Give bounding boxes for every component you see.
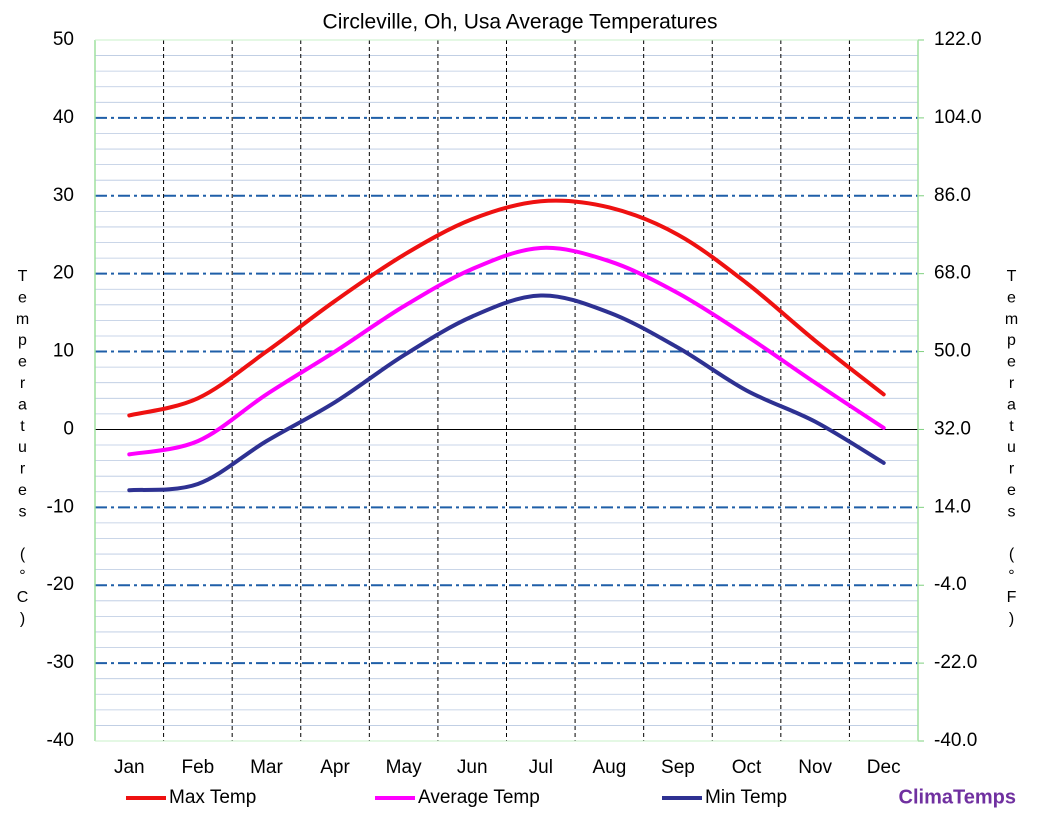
x-tick-label: Aug — [592, 757, 626, 778]
y2-tick-label: -40.0 — [934, 730, 977, 751]
legend-label: Max Temp — [169, 787, 256, 808]
y-tick-label: -10 — [47, 496, 74, 517]
y-tick-label: -40 — [47, 730, 74, 751]
y-tick-label: 50 — [53, 29, 74, 50]
x-tick-label: Mar — [250, 757, 283, 778]
y-tick-label: -30 — [47, 652, 74, 673]
y2-axis-label: Temperatures (°F) — [1003, 268, 1020, 632]
legend-label: Average Temp — [418, 787, 540, 808]
y-tick-label: 40 — [53, 107, 74, 128]
series-line — [127, 245, 886, 457]
y2-tick-label: 68.0 — [934, 263, 971, 284]
x-tick-label: Dec — [867, 757, 901, 778]
legend-label: Min Temp — [705, 787, 787, 808]
brand: ClimaTemps — [899, 786, 1016, 808]
x-tick-label: Apr — [320, 757, 350, 778]
y2-tick-label: 32.0 — [934, 418, 971, 439]
x-tick-label: Sep — [661, 757, 695, 778]
y2-tick-label: 50.0 — [934, 341, 971, 362]
y-tick-label: 0 — [63, 418, 74, 439]
x-tick-label: Nov — [798, 757, 832, 778]
y2-tick-label: -4.0 — [934, 574, 967, 595]
y-tick-label: 30 — [53, 185, 74, 206]
y-tick-label: -20 — [47, 574, 74, 595]
x-tick-label: Jan — [114, 757, 145, 778]
y2-tick-label: 104.0 — [934, 107, 982, 128]
y2-tick-label: 14.0 — [934, 496, 971, 517]
x-tick-label: May — [386, 757, 422, 778]
series-line — [127, 198, 886, 418]
y-axis-label: Temperatures (°C) — [14, 268, 31, 632]
x-tick-label: Feb — [182, 757, 215, 778]
series-line — [127, 293, 886, 493]
y2-tick-label: 122.0 — [934, 29, 982, 50]
x-tick-label: Oct — [732, 757, 762, 778]
y2-tick-label: -22.0 — [934, 652, 977, 673]
y-tick-label: 10 — [53, 341, 74, 362]
chart-title: Circleville, Oh, Usa Average Temperature… — [323, 11, 718, 34]
x-tick-label: Jun — [457, 757, 488, 778]
y2-tick-label: 86.0 — [934, 185, 971, 206]
y-tick-label: 20 — [53, 263, 74, 284]
x-tick-label: Jul — [529, 757, 553, 778]
